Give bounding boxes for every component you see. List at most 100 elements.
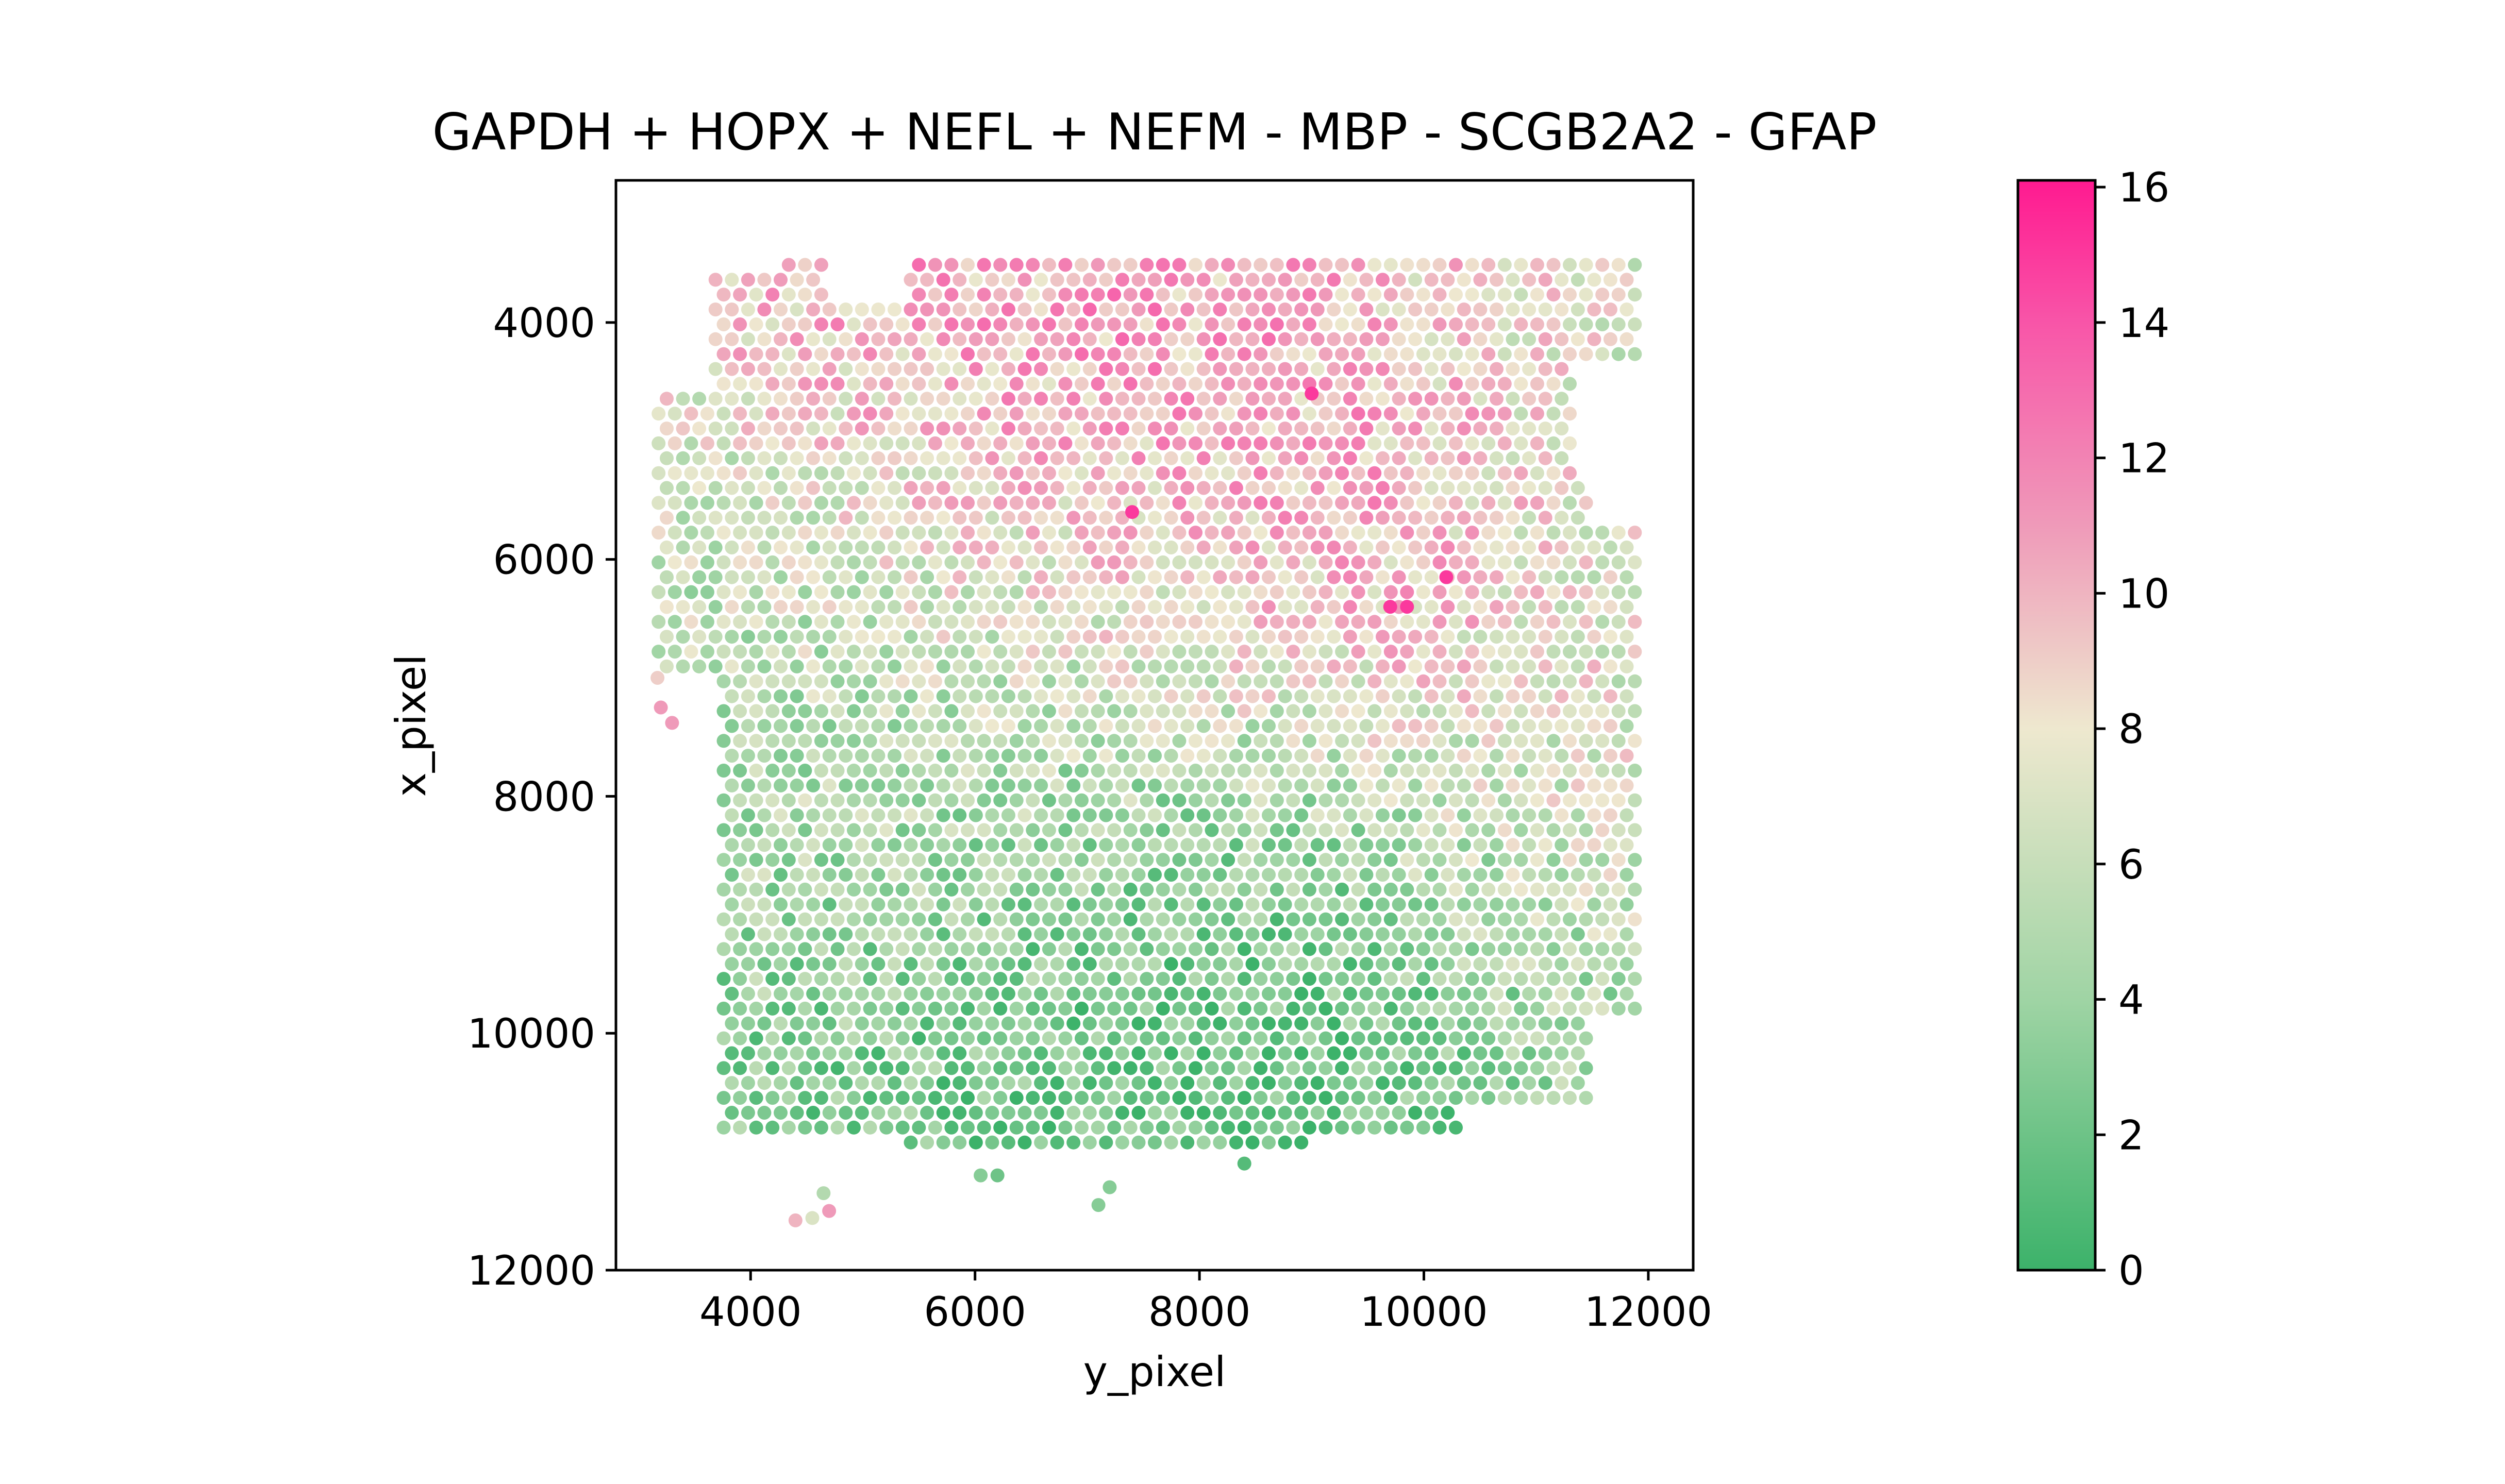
data-point-1973 bbox=[1237, 764, 1251, 778]
data-point-2344 bbox=[839, 868, 853, 882]
data-point-998 bbox=[667, 526, 682, 540]
data-point-1976 bbox=[1286, 764, 1300, 778]
data-point-3101 bbox=[1351, 1061, 1365, 1075]
data-point-1124 bbox=[749, 555, 763, 569]
data-point-2670 bbox=[1546, 942, 1561, 956]
data-point-1785 bbox=[936, 719, 950, 733]
data-point-665 bbox=[814, 436, 828, 450]
data-point-2917 bbox=[968, 1016, 983, 1031]
data-point-2598 bbox=[1294, 927, 1309, 941]
data-point-1117 bbox=[1619, 541, 1634, 554]
data-point-1261 bbox=[1009, 585, 1024, 599]
data-point-1218 bbox=[1294, 570, 1309, 584]
data-point-96 bbox=[1571, 273, 1585, 287]
data-point-52 bbox=[774, 273, 788, 287]
data-point-205 bbox=[1571, 302, 1585, 317]
data-point-908 bbox=[1075, 496, 1089, 510]
data-point-838 bbox=[871, 481, 886, 495]
data-point-981 bbox=[1327, 511, 1341, 525]
data-point-2247 bbox=[1099, 838, 1113, 852]
data-point-239 bbox=[1205, 317, 1219, 331]
data-point-2570 bbox=[839, 927, 853, 941]
data-point-1693 bbox=[1278, 689, 1292, 703]
data-point-1789 bbox=[1001, 719, 1015, 733]
data-point-1638 bbox=[1302, 674, 1316, 688]
data-point-148 bbox=[1579, 288, 1593, 302]
data-point-3224 bbox=[741, 1106, 755, 1120]
data-point-582 bbox=[1302, 407, 1316, 421]
data-point-3197 bbox=[1172, 1091, 1187, 1105]
data-point-2618 bbox=[1619, 927, 1634, 941]
data-point-2579 bbox=[985, 927, 999, 941]
data-point-176 bbox=[1099, 302, 1113, 317]
data-point-676 bbox=[993, 436, 1008, 450]
data-point-3037 bbox=[1180, 1046, 1195, 1060]
outlier-point-9 bbox=[974, 1168, 988, 1183]
data-point-3276 bbox=[847, 1120, 861, 1135]
data-point-2460 bbox=[888, 897, 901, 912]
data-point-2824 bbox=[1294, 987, 1309, 1001]
data-point-2698 bbox=[1082, 957, 1097, 971]
colorbar-tick-label: 4 bbox=[2118, 977, 2144, 1024]
data-point-487 bbox=[676, 392, 690, 406]
data-point-535 bbox=[1457, 392, 1471, 406]
data-point-3292 bbox=[1107, 1120, 1122, 1135]
data-point-1996 bbox=[1611, 764, 1626, 778]
data-point-231 bbox=[1075, 317, 1089, 331]
data-point-1808 bbox=[1310, 719, 1325, 733]
data-point-2871 bbox=[1140, 1001, 1154, 1016]
data-point-605 bbox=[757, 421, 772, 436]
data-point-3256 bbox=[1262, 1106, 1276, 1120]
data-point-1091 bbox=[1196, 541, 1211, 554]
data-point-336 bbox=[928, 347, 942, 361]
data-point-3029 bbox=[1050, 1046, 1064, 1060]
data-point-2794 bbox=[806, 987, 821, 1001]
data-point-596 bbox=[1530, 407, 1544, 421]
data-point-3258 bbox=[1294, 1106, 1309, 1120]
data-point-2978 bbox=[1091, 1031, 1105, 1045]
data-point-370 bbox=[1481, 347, 1496, 361]
data-point-1556 bbox=[888, 659, 901, 673]
data-point-2770 bbox=[1335, 972, 1349, 986]
data-point-3274 bbox=[814, 1120, 828, 1135]
data-point-1835 bbox=[830, 734, 845, 748]
data-point-715 bbox=[708, 451, 723, 465]
data-point-550 bbox=[781, 407, 796, 421]
data-point-2988 bbox=[1254, 1031, 1268, 1045]
data-point-2816 bbox=[1164, 987, 1178, 1001]
data-point-79 bbox=[1294, 273, 1309, 287]
data-point-2000 bbox=[757, 778, 772, 792]
data-point-333 bbox=[879, 347, 894, 361]
data-point-492 bbox=[757, 392, 772, 406]
data-point-1174 bbox=[1563, 555, 1577, 569]
data-point-1340 bbox=[1310, 600, 1325, 614]
data-point-788 bbox=[977, 466, 991, 480]
data-point-3294 bbox=[1140, 1120, 1154, 1135]
data-point-1853 bbox=[1123, 734, 1138, 748]
data-point-1681 bbox=[1082, 689, 1097, 703]
data-point-186 bbox=[1262, 302, 1276, 317]
data-point-1064 bbox=[757, 541, 772, 554]
data-point-1326 bbox=[1082, 600, 1097, 614]
data-point-46 bbox=[1611, 258, 1626, 272]
data-point-2556 bbox=[1530, 912, 1544, 926]
data-point-1921 bbox=[1310, 749, 1325, 763]
data-point-624 bbox=[1066, 421, 1081, 436]
data-point-2327 bbox=[1481, 853, 1496, 867]
data-point-2484 bbox=[1278, 897, 1292, 912]
data-point-2447 bbox=[1595, 882, 1610, 897]
data-point-56 bbox=[920, 273, 934, 287]
data-point-627 bbox=[1115, 421, 1129, 436]
data-point-1251 bbox=[847, 585, 861, 599]
data-point-2910 bbox=[855, 1016, 869, 1031]
data-point-2266 bbox=[1408, 838, 1423, 852]
data-point-1621 bbox=[1026, 674, 1040, 688]
data-point-295 bbox=[1180, 332, 1195, 346]
data-point-2895 bbox=[1530, 1001, 1544, 1016]
data-point-1455 bbox=[1213, 630, 1227, 644]
data-point-280 bbox=[936, 332, 950, 346]
data-point-3240 bbox=[1001, 1106, 1015, 1120]
data-point-1257 bbox=[944, 585, 959, 599]
data-point-34 bbox=[1416, 258, 1430, 272]
data-point-1736 bbox=[1058, 704, 1073, 718]
